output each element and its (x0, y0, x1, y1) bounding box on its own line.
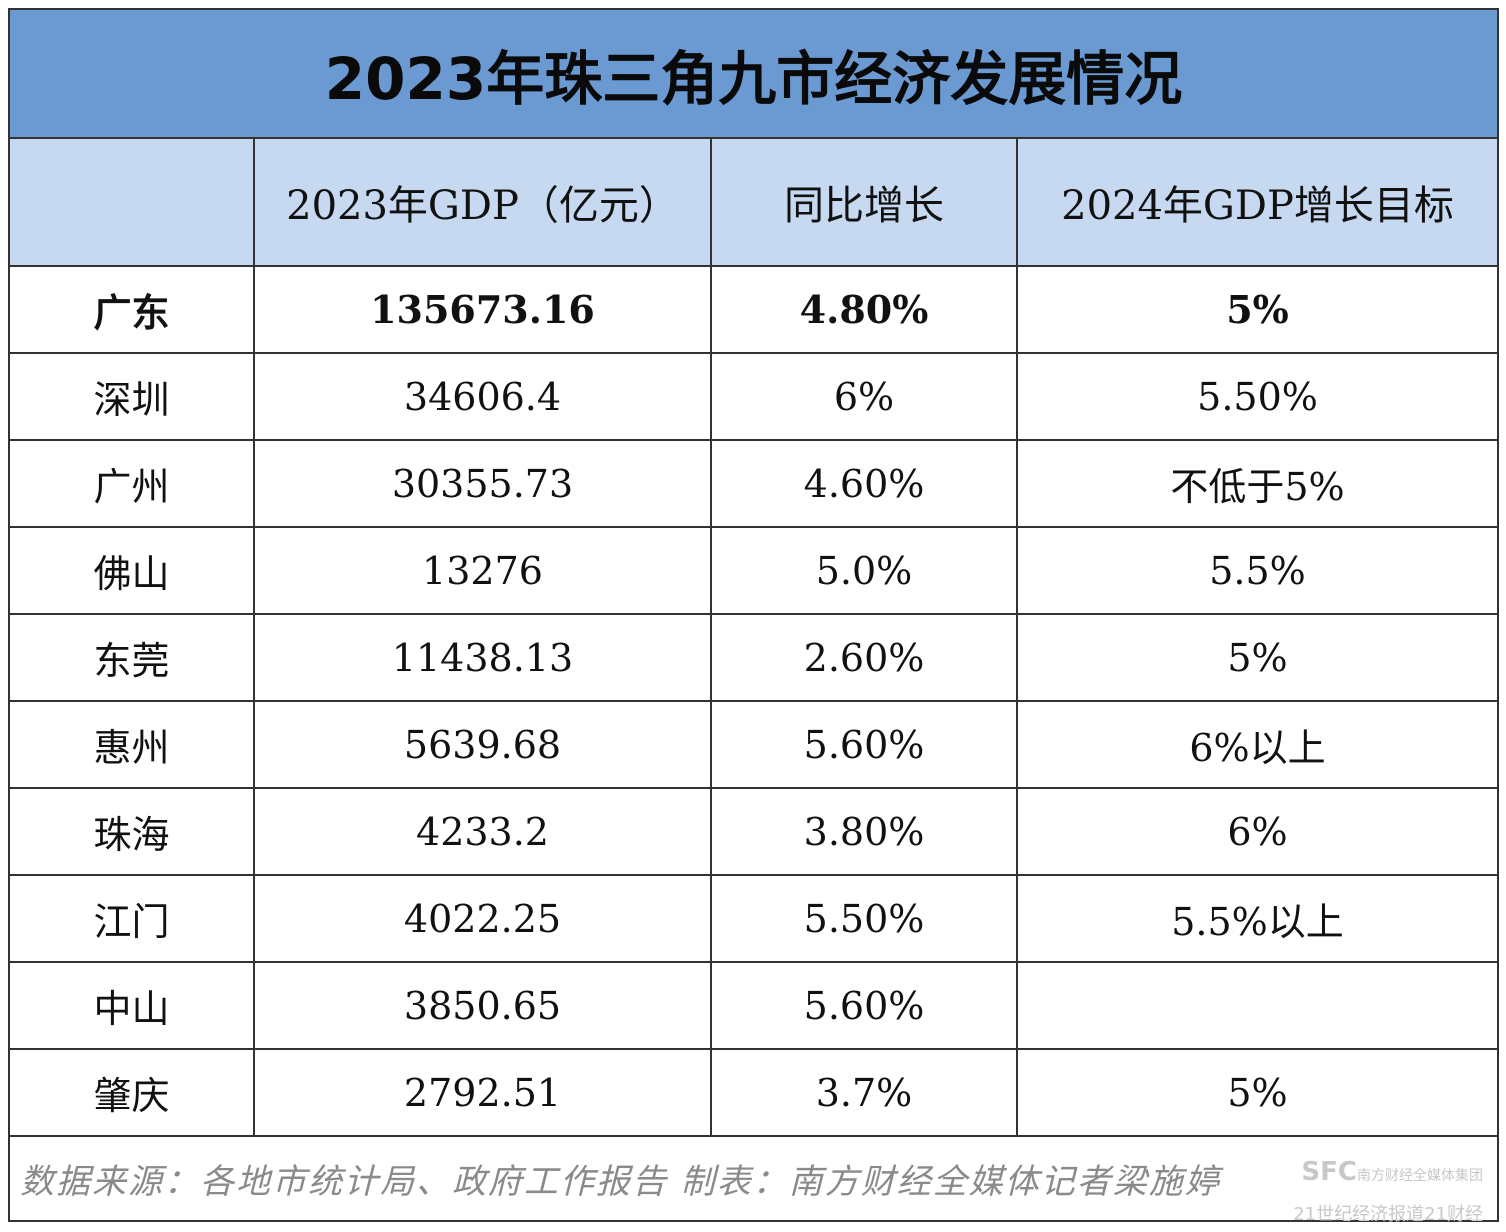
header-cell: 2024年GDP增长目标 (1016, 137, 1499, 267)
table-body: 2023年珠三角九市经济发展情况 2023年GDP（亿元） 同比增长 2024年GD… (8, 8, 1499, 1225)
data-cell: 5.60% (710, 700, 1018, 789)
watermark-paper: 21世纪经济报道 (1293, 1204, 1425, 1225)
data-cell: 5.5% (1016, 526, 1499, 615)
data-row: 江门 4022.25 5.50% 5.5%以上 (8, 874, 1499, 963)
watermark-line: 21世纪经济报道21财经 (1293, 1189, 1483, 1229)
data-cell: 13276 (253, 526, 712, 615)
row-label: 中山 (8, 961, 255, 1050)
watermark-group: 南方财经全媒体集团 (1357, 1168, 1483, 1184)
data-row: 广东 135673.16 4.80% 5% (8, 265, 1499, 354)
table: 2023年珠三角九市经济发展情况 2023年GDP（亿元） 同比增长 2024年GD… (8, 8, 1499, 1225)
data-cell: 6%以上 (1016, 700, 1499, 789)
data-cell: 不低于5% (1016, 439, 1499, 528)
row-label: 肇庆 (8, 1048, 255, 1137)
row-label: 江门 (8, 874, 255, 963)
data-cell: 4233.2 (253, 787, 712, 876)
watermark: SFC南方财经全媒体集团 21世纪经济报道21财经 (1293, 1149, 1483, 1229)
footer-row: 数据来源：各地市统计局、政府工作报告 制表：南方财经全媒体记者梁施婷 SFC南方财… (8, 1135, 1499, 1225)
watermark-line: SFC南方财经全媒体集团 (1293, 1149, 1483, 1189)
data-cell: 5.60% (710, 961, 1018, 1050)
data-cell: 5% (1016, 265, 1499, 354)
data-cell: 2792.51 (253, 1048, 712, 1137)
title-row: 2023年珠三角九市经济发展情况 (8, 8, 1499, 139)
row-label: 深圳 (8, 352, 255, 441)
data-cell: 4.60% (710, 439, 1018, 528)
table-wrapper: 2023年珠三角九市经济发展情况 2023年GDP（亿元） 同比增长 2024年GD… (8, 8, 1499, 1225)
row-label: 佛山 (8, 526, 255, 615)
data-row: 珠海 4233.2 3.80% 6% (8, 787, 1499, 876)
data-cell: 5.50% (710, 874, 1018, 963)
data-cell: 6% (1016, 787, 1499, 876)
data-cell: 34606.4 (253, 352, 712, 441)
header-cell: 同比增长 (710, 137, 1018, 267)
data-cell: 30355.73 (253, 439, 712, 528)
header-row: 2023年GDP（亿元） 同比增长 2024年GDP增长目标 (8, 137, 1499, 267)
data-row: 广州 30355.73 4.60% 不低于5% (8, 439, 1499, 528)
data-cell: 5639.68 (253, 700, 712, 789)
data-cell: 3.80% (710, 787, 1018, 876)
data-cell: 5.5%以上 (1016, 874, 1499, 963)
row-label: 东莞 (8, 613, 255, 702)
table-title: 2023年珠三角九市经济发展情况 (8, 8, 1499, 139)
data-cell: 5.50% (1016, 352, 1499, 441)
data-cell: 3.7% (710, 1048, 1018, 1137)
footer-text: 数据来源：各地市统计局、政府工作报告 制表：南方财经全媒体记者梁施婷 (20, 1162, 1221, 1202)
data-cell: 2.60% (710, 613, 1018, 702)
data-cell (1016, 961, 1499, 1050)
data-cell: 5% (1016, 1048, 1499, 1137)
data-cell: 6% (710, 352, 1018, 441)
row-label: 广州 (8, 439, 255, 528)
row-label: 珠海 (8, 787, 255, 876)
watermark-logo: SFC (1301, 1157, 1357, 1187)
row-label: 广东 (8, 265, 255, 354)
data-row: 中山 3850.65 5.60% (8, 961, 1499, 1050)
data-row: 肇庆 2792.51 3.7% 5% (8, 1048, 1499, 1137)
header-cell: 2023年GDP（亿元） (253, 137, 712, 267)
data-cell: 11438.13 (253, 613, 712, 702)
data-row: 惠州 5639.68 5.60% 6%以上 (8, 700, 1499, 789)
row-label: 惠州 (8, 700, 255, 789)
data-row: 东莞 11438.13 2.60% 5% (8, 613, 1499, 702)
data-cell: 4022.25 (253, 874, 712, 963)
data-row: 深圳 34606.4 6% 5.50% (8, 352, 1499, 441)
footer: 数据来源：各地市统计局、政府工作报告 制表：南方财经全媒体记者梁施婷 SFC南方财… (8, 1135, 1499, 1225)
data-cell: 135673.16 (253, 265, 712, 354)
watermark-brand: 21财经 (1424, 1204, 1483, 1225)
data-cell: 4.80% (710, 265, 1018, 354)
data-cell: 3850.65 (253, 961, 712, 1050)
data-cell: 5% (1016, 613, 1499, 702)
header-cell (8, 137, 255, 267)
data-cell: 5.0% (710, 526, 1018, 615)
data-row: 佛山 13276 5.0% 5.5% (8, 526, 1499, 615)
